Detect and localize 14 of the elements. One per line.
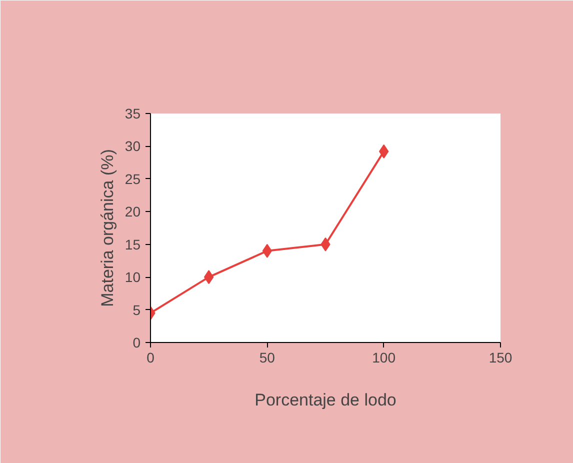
y-tick-label: 15 (124, 236, 141, 252)
x-axis-title: Porcentaje de lodo (254, 390, 396, 410)
x-tick-label: 50 (259, 350, 276, 366)
y-tick-label: 25 (124, 170, 141, 187)
y-tick-label: 35 (124, 106, 141, 122)
y-tick-label: 20 (124, 204, 141, 220)
y-tick-label: 30 (124, 138, 141, 154)
y-axis-title: Materia orgánica (%) (98, 149, 117, 307)
x-tick-label: 0 (146, 350, 155, 366)
y-tick-label: 10 (124, 269, 141, 286)
x-tick-label: 150 (488, 350, 512, 366)
x-tick-label: 100 (372, 350, 396, 366)
y-tick-label: 5 (132, 302, 141, 318)
y-tick-label: 0 (132, 334, 141, 350)
